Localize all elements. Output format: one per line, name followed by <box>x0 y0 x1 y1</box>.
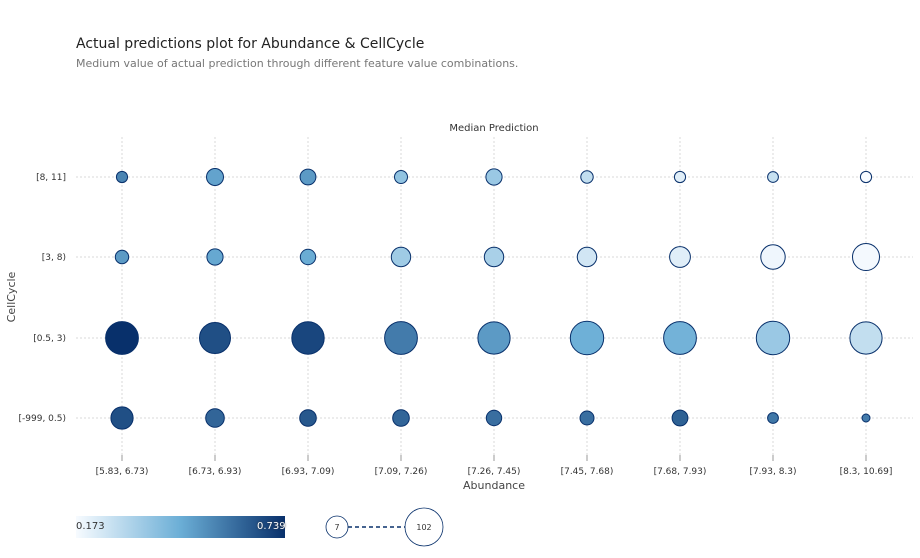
data-point <box>110 406 134 430</box>
x-tick-label: [7.45, 7.68) <box>561 467 614 477</box>
data-point <box>580 170 594 184</box>
data-point <box>576 246 598 268</box>
plot-title: Median Prediction <box>449 123 538 134</box>
x-tick-label: [7.68, 7.93) <box>654 467 707 477</box>
size-legend-min-circle <box>325 515 349 539</box>
x-tick-label: [7.09, 7.26) <box>375 467 428 477</box>
size-legend-max-circle <box>404 507 444 547</box>
y-tick-label: [-999, 0.5) <box>19 414 66 424</box>
data-point <box>767 171 779 183</box>
data-point <box>669 246 691 268</box>
y-axis-label: CellCycle <box>5 271 18 322</box>
data-point <box>299 168 317 186</box>
data-point <box>673 170 687 184</box>
colorbar <box>76 516 285 538</box>
data-point <box>767 412 779 424</box>
data-point <box>299 248 317 266</box>
data-point <box>477 321 511 355</box>
x-tick-label: [6.93, 7.09) <box>282 467 335 477</box>
data-point <box>384 321 418 355</box>
data-point <box>485 168 503 186</box>
chart-title: Actual predictions plot for Abundance & … <box>76 36 425 52</box>
y-tick-label: [3, 8) <box>42 253 66 263</box>
data-point <box>114 249 130 265</box>
data-point <box>205 408 225 428</box>
colorbar-min-label: 0.173 <box>76 521 105 532</box>
data-point <box>115 170 129 184</box>
data-point <box>760 244 786 270</box>
x-tick-label: [6.73, 6.93) <box>189 467 242 477</box>
x-tick-label: [7.93, 8.3) <box>749 467 796 477</box>
data-point <box>859 170 873 184</box>
data-point <box>390 246 412 268</box>
data-point <box>852 243 880 271</box>
data-point <box>663 321 697 355</box>
data-point <box>392 409 410 427</box>
data-point <box>299 409 317 427</box>
data-point <box>291 321 325 355</box>
colorbar-max-label: 0.739 <box>257 521 286 532</box>
data-point <box>199 322 231 354</box>
data-point <box>485 409 503 427</box>
data-point <box>483 246 505 268</box>
data-point <box>206 168 224 186</box>
y-tick-label: [0.5, 3) <box>33 334 66 344</box>
data-point <box>849 321 883 355</box>
data-point <box>861 413 871 423</box>
data-point <box>671 409 689 427</box>
y-tick-label: [8, 11] <box>36 173 66 183</box>
size-legend-max-label: 102 <box>416 523 431 532</box>
data-point <box>206 248 224 266</box>
data-point <box>755 320 791 356</box>
data-point <box>394 170 408 184</box>
chart-subtitle: Medium value of actual prediction throug… <box>76 57 519 70</box>
x-axis-label: Abundance <box>463 479 525 492</box>
x-tick-label: [8.3, 10.69] <box>840 467 893 477</box>
x-tick-label: [5.83, 6.73) <box>96 467 149 477</box>
x-tick-label: [7.26, 7.45) <box>468 467 521 477</box>
data-point <box>579 410 595 426</box>
data-point <box>569 320 605 356</box>
data-point <box>105 321 139 355</box>
size-legend-min-label: 7 <box>334 523 339 532</box>
